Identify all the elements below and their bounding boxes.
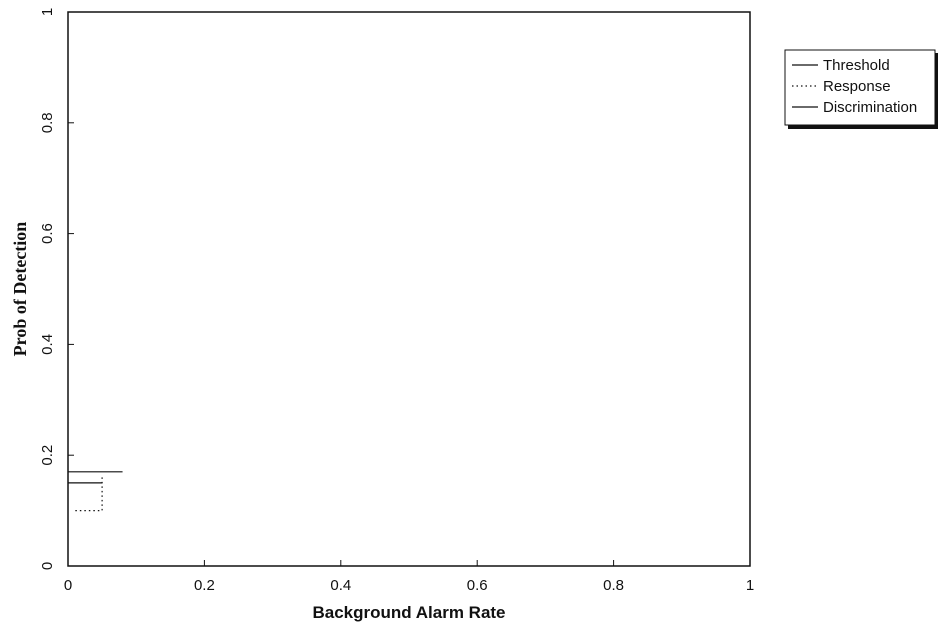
x-axis-ticks: 0 0.2 0.4 0.6 0.8 1 bbox=[64, 560, 754, 594]
y-tick-label: 0 bbox=[39, 562, 56, 570]
legend-label-threshold: Threshold bbox=[823, 57, 890, 74]
x-tick-label: 0.6 bbox=[467, 577, 488, 594]
legend: Threshold Response Discrimination bbox=[784, 49, 938, 129]
x-tick-label: 0.4 bbox=[330, 577, 351, 594]
y-tick-label: 0.6 bbox=[39, 223, 56, 244]
x-tick-label: 0.2 bbox=[194, 577, 215, 594]
plot-area-frame bbox=[67, 11, 751, 567]
y-tick-label: 0.8 bbox=[39, 112, 56, 133]
x-axis-title: Background Alarm Rate bbox=[312, 603, 505, 622]
legend-label-discrimination: Discrimination bbox=[823, 99, 917, 116]
y-tick-label: 1 bbox=[39, 8, 56, 16]
legend-items: Threshold Response Discrimination bbox=[792, 57, 917, 116]
y-tick-label: 0.2 bbox=[39, 445, 56, 466]
y-tick-label: 0.4 bbox=[39, 334, 56, 355]
x-tick-label: 1 bbox=[746, 577, 754, 594]
legend-box bbox=[784, 49, 936, 126]
legend-label-response: Response bbox=[823, 78, 891, 95]
plot-series bbox=[68, 471, 123, 512]
y-axis-ticks: 0 0.2 0.4 0.6 0.8 1 bbox=[39, 8, 74, 570]
x-tick-label: 0.8 bbox=[603, 577, 624, 594]
x-tick-label: 0 bbox=[64, 577, 72, 594]
y-axis-title: Prob of Detection bbox=[10, 222, 30, 357]
